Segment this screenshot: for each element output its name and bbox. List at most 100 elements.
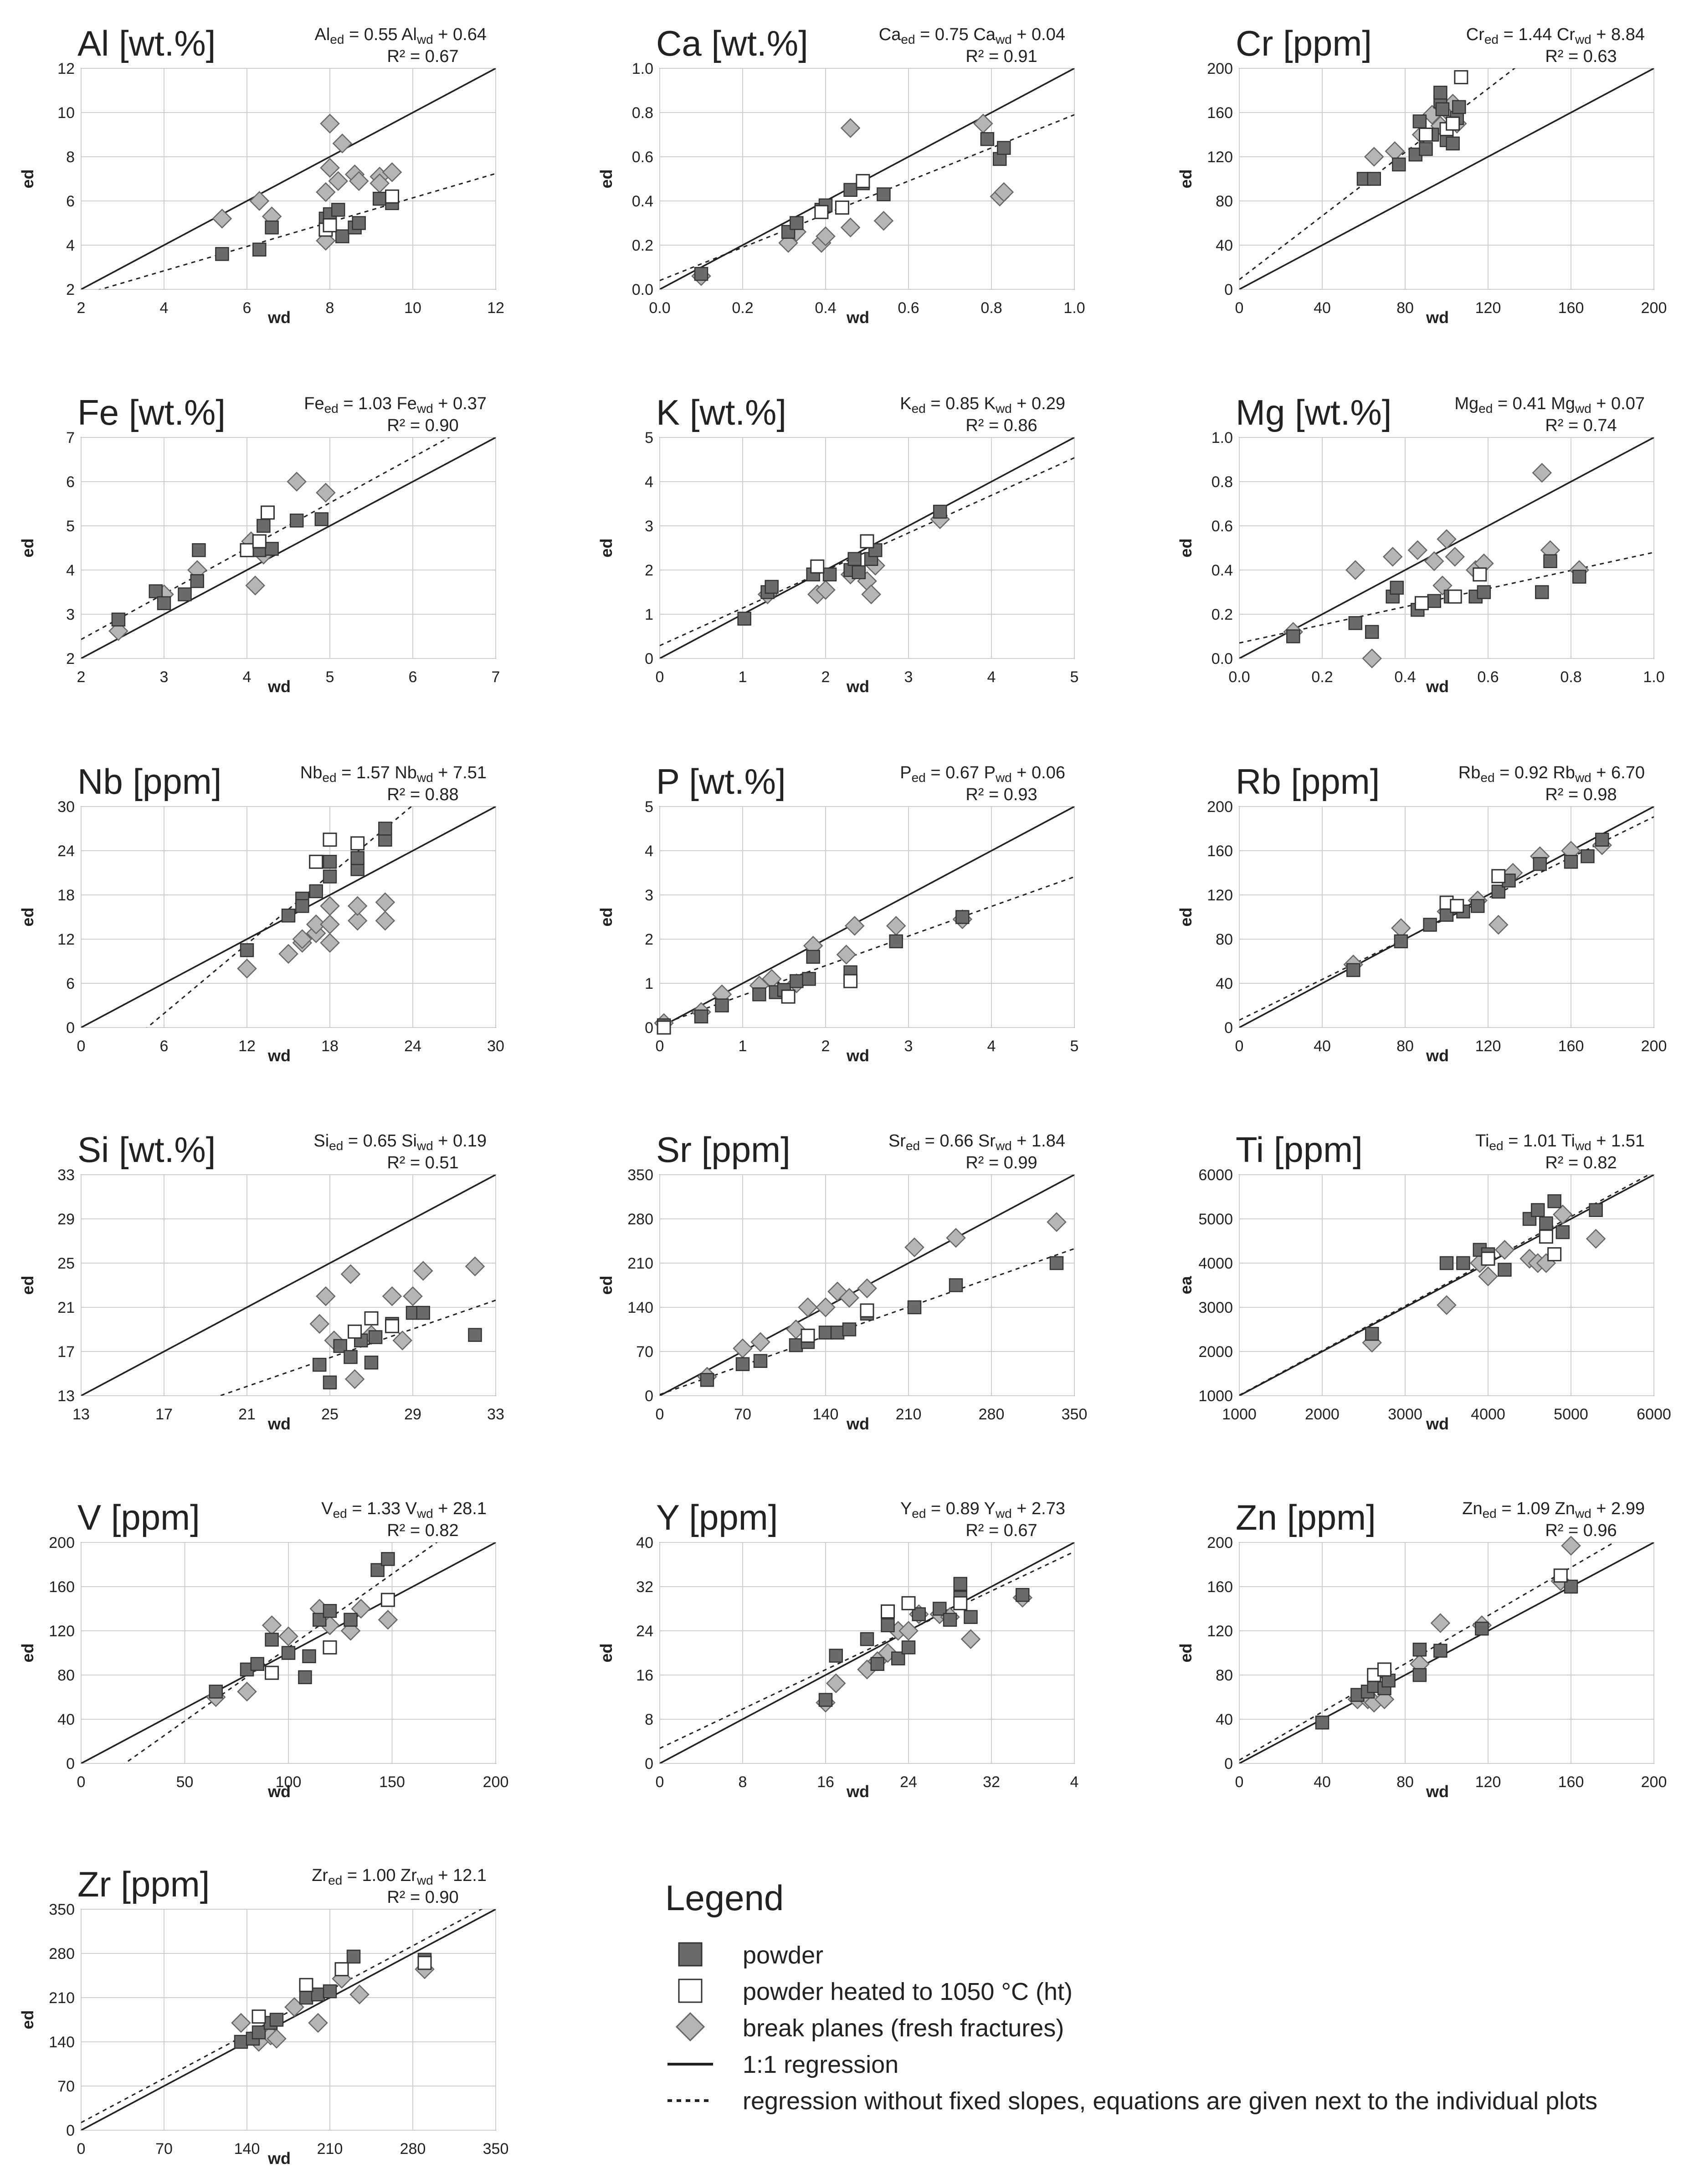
break-point bbox=[347, 896, 368, 916]
heated-point bbox=[1450, 899, 1464, 913]
x-tick-label: 0 bbox=[1235, 1038, 1244, 1055]
one-to-one-line bbox=[660, 807, 1074, 1028]
powder-point bbox=[314, 512, 329, 526]
equation-subscript: wd bbox=[416, 771, 433, 785]
break-point bbox=[231, 2013, 251, 2033]
x-tick-label: 33 bbox=[487, 1406, 504, 1423]
powder-point bbox=[1555, 1225, 1570, 1239]
equation-part: + 2.99 bbox=[1591, 1499, 1645, 1518]
x-tick-label: 50 bbox=[176, 1773, 194, 1791]
chart-title: Cr [ppm] bbox=[1236, 23, 1372, 63]
x-tick-label: 4 bbox=[987, 668, 996, 686]
chart-title: K [wt.%] bbox=[656, 392, 786, 432]
x-tick-label: 17 bbox=[155, 1406, 173, 1423]
powder-point bbox=[889, 934, 903, 949]
y-tick-label: 0 bbox=[645, 650, 653, 668]
y-tick-label: 160 bbox=[49, 1578, 75, 1596]
powder-point bbox=[806, 950, 820, 964]
x-tick-label: 0.2 bbox=[732, 299, 753, 317]
break-point bbox=[382, 1286, 402, 1306]
powder-point bbox=[331, 203, 345, 217]
x-tick-label: 4 bbox=[987, 1038, 996, 1055]
powder-point bbox=[1286, 629, 1300, 643]
equation-part: + 2.73 bbox=[1012, 1499, 1065, 1518]
break-point bbox=[857, 1278, 877, 1299]
y-tick-label: 5 bbox=[645, 429, 653, 447]
powder-point bbox=[323, 855, 337, 869]
equation-part: Al bbox=[314, 25, 330, 44]
x-tick-label: 200 bbox=[483, 1773, 509, 1791]
x-tick-label: 18 bbox=[321, 1038, 339, 1055]
heated-square-icon bbox=[678, 1978, 703, 2003]
break-point bbox=[1561, 1536, 1581, 1556]
break-point bbox=[1553, 1204, 1573, 1225]
y-tick-label: 4 bbox=[645, 473, 653, 491]
break-point bbox=[946, 1228, 966, 1248]
powder-point bbox=[1348, 616, 1363, 630]
x-tick-label: 7 bbox=[492, 668, 500, 686]
one-to-one-line bbox=[81, 68, 496, 289]
break-point bbox=[328, 171, 348, 191]
y-axis-label: ed bbox=[1176, 907, 1195, 926]
heated-point bbox=[801, 1328, 815, 1343]
equation-part: + 0.04 bbox=[1012, 25, 1065, 44]
one-to-one-line bbox=[1239, 68, 1654, 289]
y-tick-label: 280 bbox=[49, 1945, 75, 1963]
y-tick-label: 2 bbox=[645, 931, 653, 948]
legend-swatch-heated bbox=[678, 1978, 703, 2003]
heated-point bbox=[1553, 1568, 1568, 1583]
equation-subscript: ed bbox=[912, 401, 926, 416]
powder-point bbox=[829, 1649, 843, 1663]
break-point bbox=[1532, 462, 1552, 483]
chart-title: P [wt.%] bbox=[656, 761, 786, 802]
y-axis-label: ed bbox=[1176, 538, 1195, 557]
equation-subscript: ed bbox=[912, 1506, 926, 1521]
heated-point bbox=[856, 174, 870, 188]
x-tick-label: 40 bbox=[1314, 1038, 1331, 1055]
break-point bbox=[840, 118, 861, 138]
powder-point bbox=[1547, 1194, 1561, 1208]
x-tick-label: 140 bbox=[813, 1406, 839, 1423]
x-tick-label: 0 bbox=[656, 1773, 664, 1791]
powder-point bbox=[250, 1657, 264, 1671]
equation-part: Sr bbox=[888, 1131, 906, 1151]
equation-subscript: ed bbox=[328, 1873, 342, 1887]
powder-point bbox=[252, 242, 267, 257]
break-point bbox=[316, 182, 336, 202]
x-tick-label: 6000 bbox=[1637, 1406, 1671, 1423]
equation-part: = 1.57 Nb bbox=[337, 763, 417, 782]
y-tick-label: 120 bbox=[1207, 887, 1233, 904]
break-point bbox=[861, 584, 881, 605]
x-tick-label: 6 bbox=[243, 299, 252, 317]
x-tick-label: 120 bbox=[1475, 1773, 1501, 1791]
one-to-one-line bbox=[81, 437, 496, 658]
chart-title: Ca [wt.%] bbox=[656, 23, 808, 63]
r-squared: R² = 0.51 bbox=[387, 1153, 458, 1172]
break-point bbox=[392, 1330, 413, 1351]
powder-point bbox=[368, 1330, 383, 1344]
one-to-one-line bbox=[81, 1175, 496, 1396]
r-squared: R² = 0.67 bbox=[965, 1521, 1037, 1540]
y-tick-label: 0.4 bbox=[1211, 562, 1233, 579]
r-squared: R² = 0.63 bbox=[1545, 47, 1617, 66]
y-tick-label: 32 bbox=[636, 1578, 653, 1596]
x-tick-label: 0 bbox=[656, 668, 664, 686]
equation-part: Zn bbox=[1462, 1499, 1482, 1518]
x-tick-label: 0 bbox=[77, 2140, 86, 2158]
y-tick-label: 2 bbox=[66, 650, 75, 668]
y-tick-label: 140 bbox=[49, 2034, 75, 2051]
equation-part: Y bbox=[900, 1499, 912, 1518]
legend-label-powder: powder bbox=[743, 1942, 824, 1969]
powder-point bbox=[209, 1685, 223, 1699]
powder-point bbox=[1427, 594, 1441, 608]
break-point bbox=[267, 2029, 287, 2049]
regression-equation: Tied = 1.01 Tiwd + 1.51 bbox=[1475, 1131, 1645, 1153]
powder-point bbox=[352, 216, 366, 230]
legend-item-regression: regression without fixed slopes, equatio… bbox=[665, 2082, 1686, 2119]
y-tick-label: 140 bbox=[627, 1299, 653, 1316]
y-tick-label: 8 bbox=[66, 149, 75, 166]
x-tick-label: 1 bbox=[739, 668, 747, 686]
